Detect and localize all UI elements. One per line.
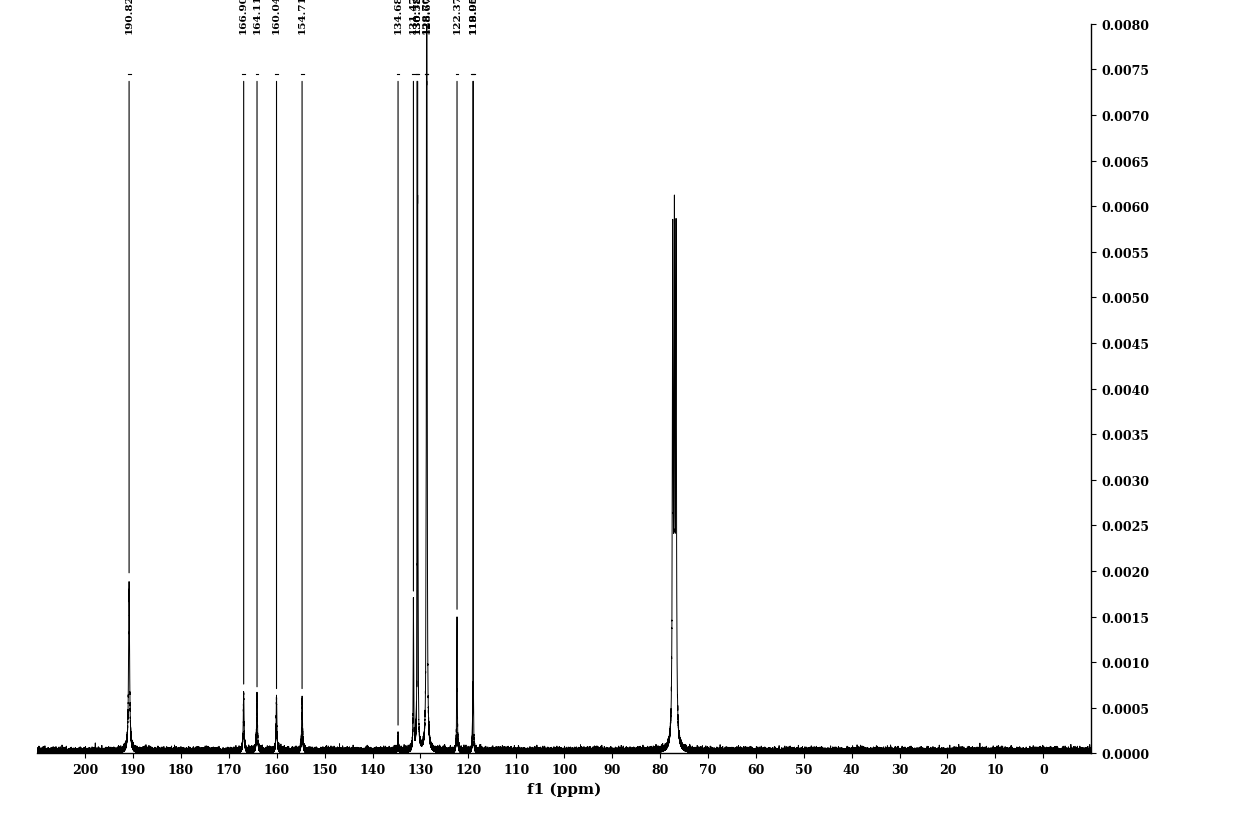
Text: 154.714: 154.714: [298, 0, 306, 34]
Text: 122.371: 122.371: [453, 0, 461, 34]
Text: 118.956: 118.956: [469, 0, 477, 34]
Text: 134.680: 134.680: [393, 0, 403, 34]
Text: 130.724: 130.724: [413, 0, 422, 34]
Text: 131.472: 131.472: [409, 0, 418, 34]
Text: 160.048: 160.048: [272, 0, 281, 34]
Text: 128.675: 128.675: [423, 0, 432, 34]
Text: 119.065: 119.065: [469, 0, 477, 34]
X-axis label: f1 (ppm): f1 (ppm): [527, 782, 601, 796]
Text: 166.902: 166.902: [239, 0, 248, 34]
Text: 128.700: 128.700: [422, 0, 432, 34]
Text: 190.821: 190.821: [124, 0, 134, 34]
Text: 164.117: 164.117: [253, 0, 262, 34]
Text: 130.589: 130.589: [413, 0, 422, 34]
